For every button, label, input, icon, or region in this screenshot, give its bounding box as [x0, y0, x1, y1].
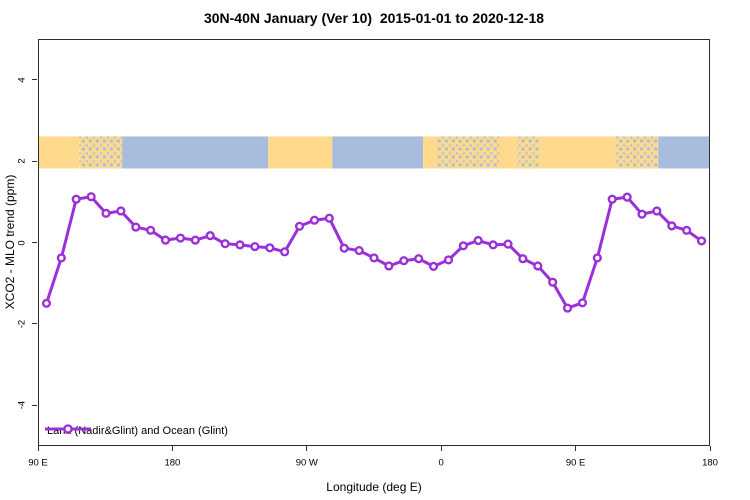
data-point — [384, 261, 394, 271]
data-point — [146, 225, 156, 235]
map-strip-mixed — [436, 136, 500, 169]
data-point — [458, 241, 468, 251]
data-point — [324, 213, 334, 223]
data-point — [131, 222, 141, 232]
map-strip-land — [39, 136, 80, 169]
legend-marker-icon — [45, 424, 91, 434]
data-point — [205, 231, 215, 241]
x-tick-label: 180 — [702, 457, 718, 469]
data-point — [280, 247, 290, 257]
x-tick-label: 90 E — [565, 457, 586, 469]
x-tick-label: 0 — [438, 457, 444, 469]
data-point — [399, 256, 409, 266]
x-tick-label: 180 — [164, 457, 181, 469]
map-strip-ocean — [658, 136, 709, 169]
map-strip-land — [268, 136, 333, 169]
data-point — [652, 206, 662, 216]
plot-area: Land (Nadir&Glint) and Ocean (Glint) — [38, 39, 710, 446]
data-point — [428, 261, 439, 271]
data-point — [101, 208, 111, 218]
x-tick-mark — [171, 446, 173, 451]
x-tick-mark — [709, 446, 711, 451]
data-point — [175, 233, 186, 243]
data-point — [696, 236, 707, 246]
data-point — [443, 255, 454, 265]
data-point — [369, 253, 379, 263]
legend-label: Land (Nadir&Glint) and Ocean (Glint) — [47, 425, 228, 437]
data-point — [414, 254, 424, 264]
chart-canvas — [39, 136, 709, 313]
data-point — [533, 261, 543, 271]
x-axis-label: Longitude (deg E) — [326, 480, 422, 494]
data-point — [309, 215, 320, 225]
data-point — [577, 298, 588, 308]
data-point — [116, 206, 126, 216]
map-strip-ocean — [122, 136, 269, 169]
data-point — [473, 235, 483, 246]
map-strip-ocean — [332, 136, 424, 169]
map-strip-land — [539, 136, 616, 169]
x-tick-mark — [440, 446, 442, 451]
data-point — [41, 298, 52, 308]
data-point — [488, 240, 498, 250]
map-strip-mixed — [615, 136, 659, 169]
legend: Land (Nadir&Glint) and Ocean (Glint) — [43, 423, 232, 439]
y-tick-label: 2 — [16, 158, 28, 164]
y-tick-mark — [32, 404, 37, 406]
y-tick-mark — [32, 79, 37, 81]
map-strip-land — [423, 136, 437, 169]
x-tick-label: 90 W — [295, 457, 318, 469]
x-tick-mark — [306, 446, 308, 451]
data-point — [190, 235, 200, 245]
y-axis-label: XCO2 - MLO trend (ppm) — [3, 174, 17, 310]
data-point — [503, 239, 513, 249]
data-point — [220, 239, 230, 249]
y-tick-label: -2 — [16, 319, 28, 329]
data-point — [265, 243, 275, 253]
x-tick-mark — [37, 446, 39, 451]
data-point — [667, 221, 677, 231]
data-point — [637, 209, 647, 219]
data-point — [682, 225, 692, 235]
data-point — [607, 194, 617, 204]
y-tick-label: 4 — [16, 77, 28, 83]
y-tick-mark — [32, 323, 37, 325]
data-point — [562, 303, 573, 313]
y-tick-label: -4 — [16, 401, 28, 410]
map-strip-mixed — [516, 136, 540, 169]
data-point — [294, 221, 305, 231]
data-point — [548, 277, 558, 287]
data-point — [339, 243, 349, 253]
y-tick-label: 0 — [16, 239, 28, 246]
map-strip-mixed — [79, 136, 123, 169]
x-tick-mark — [575, 446, 577, 451]
chart-title: 30N-40N January (Ver 10) 2015-01-01 to 2… — [203, 10, 545, 26]
data-line — [44, 195, 704, 310]
data-point — [592, 253, 602, 263]
data-point — [250, 242, 260, 252]
data-point — [86, 192, 96, 202]
data-point — [622, 192, 632, 202]
map-strip-land — [499, 136, 517, 169]
x-tick-label: 90 E — [28, 457, 48, 469]
y-tick-mark — [32, 160, 37, 162]
data-point — [160, 235, 171, 245]
data-point — [518, 254, 528, 264]
y-tick-mark — [32, 242, 37, 243]
data-point — [354, 245, 364, 256]
data-point — [71, 194, 81, 204]
data-point — [235, 240, 245, 250]
data-point — [56, 253, 66, 263]
